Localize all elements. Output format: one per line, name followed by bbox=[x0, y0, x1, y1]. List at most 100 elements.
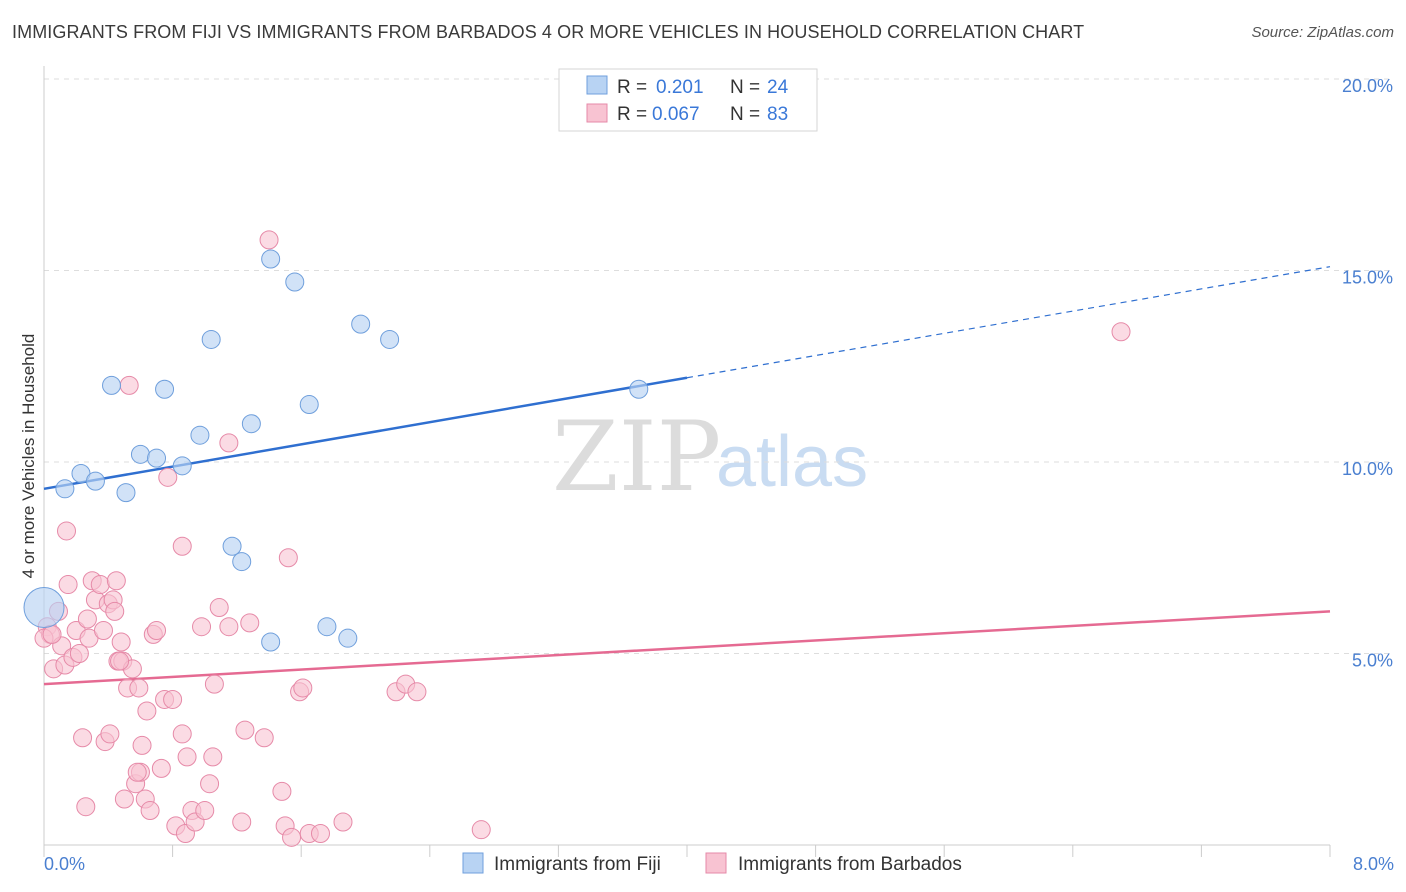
point-fiji bbox=[380, 329, 400, 349]
point-barbados bbox=[93, 621, 113, 641]
chart-source: Source: ZipAtlas.com bbox=[1251, 24, 1394, 41]
point-fiji bbox=[172, 456, 192, 476]
trend-lines bbox=[43, 266, 1331, 686]
chart-title: IMMIGRANTS FROM FIJI VS IMMIGRANTS FROM … bbox=[12, 22, 1085, 42]
watermark-zip: ZIP bbox=[552, 401, 721, 513]
trend-line-barbados bbox=[43, 610, 1331, 686]
legend-n-value-barbados: 83 bbox=[767, 104, 788, 125]
legend-r-label-barbados: R = bbox=[617, 104, 647, 125]
x-tick-min: 0.0% bbox=[44, 854, 85, 874]
point-barbados bbox=[219, 617, 239, 637]
point-fiji bbox=[116, 483, 136, 503]
point-fiji bbox=[222, 536, 242, 556]
point-barbados bbox=[140, 801, 160, 821]
point-barbados bbox=[105, 601, 125, 621]
point-barbados bbox=[407, 682, 427, 702]
point-barbados bbox=[282, 827, 302, 847]
point-barbados bbox=[172, 724, 192, 744]
point-barbados bbox=[129, 678, 149, 698]
legend-r-value-barbados: 0.067 bbox=[652, 104, 700, 125]
point-fiji bbox=[232, 552, 252, 572]
point-fiji bbox=[85, 471, 105, 491]
point-fiji bbox=[147, 448, 167, 468]
point-barbados bbox=[219, 433, 239, 453]
point-fiji bbox=[155, 379, 175, 399]
point-fiji bbox=[55, 479, 75, 499]
point-fiji bbox=[130, 444, 150, 464]
point-barbados bbox=[232, 812, 252, 832]
point-barbados bbox=[471, 820, 491, 840]
point-barbados bbox=[110, 651, 130, 671]
y-tick-labels: 5.0% 10.0% 15.0% 20.0% bbox=[1342, 76, 1393, 671]
point-barbados bbox=[73, 728, 93, 748]
point-barbados bbox=[195, 801, 215, 821]
point-fiji bbox=[23, 587, 65, 629]
bottom-legend-swatch-fiji bbox=[462, 852, 484, 874]
point-fiji bbox=[299, 395, 319, 415]
x-tick-max: 8.0% bbox=[1353, 854, 1394, 874]
point-barbados bbox=[272, 781, 292, 801]
bottom-legend-label-barbados: Immigrants from Barbados bbox=[738, 854, 962, 875]
point-barbados bbox=[209, 598, 229, 618]
point-barbados bbox=[42, 624, 62, 644]
legend-swatch-fiji bbox=[586, 75, 608, 95]
point-barbados bbox=[293, 678, 313, 698]
point-barbados bbox=[69, 644, 89, 663]
y-tick-label: 15.0% bbox=[1342, 268, 1393, 288]
legend-r-value-fiji: 0.201 bbox=[656, 77, 704, 98]
point-barbados bbox=[100, 724, 120, 744]
point-barbados bbox=[119, 375, 139, 395]
data-points bbox=[23, 230, 1131, 847]
point-barbados bbox=[137, 701, 157, 721]
legend-n-label-fiji: N = bbox=[730, 77, 760, 98]
axes bbox=[43, 66, 1331, 857]
point-barbados bbox=[333, 812, 353, 832]
point-barbados bbox=[254, 728, 274, 748]
legend-swatch-barbados bbox=[586, 103, 608, 123]
point-barbados bbox=[204, 674, 224, 694]
point-barbados bbox=[278, 548, 298, 568]
point-barbados bbox=[57, 521, 77, 541]
point-fiji bbox=[317, 617, 337, 637]
point-barbados bbox=[58, 575, 78, 595]
point-barbados bbox=[76, 797, 96, 817]
point-barbados bbox=[151, 758, 171, 778]
bottom-legend-swatch-barbados bbox=[705, 852, 727, 874]
point-barbados bbox=[132, 735, 152, 755]
y-tick-label: 5.0% bbox=[1352, 651, 1393, 671]
y-tick-label: 20.0% bbox=[1342, 76, 1393, 96]
point-fiji bbox=[190, 425, 210, 445]
point-barbados bbox=[200, 774, 220, 794]
point-fiji bbox=[261, 249, 281, 269]
point-barbados bbox=[203, 747, 223, 767]
trend-line-fiji bbox=[43, 376, 688, 491]
point-fiji bbox=[102, 375, 122, 395]
point-barbados bbox=[163, 689, 183, 709]
y-axis-label: 4 or more Vehicles in Household bbox=[19, 334, 38, 579]
point-barbados bbox=[235, 720, 255, 740]
point-barbados bbox=[127, 762, 147, 782]
trend-line-fiji-extension bbox=[686, 266, 1331, 379]
point-barbados bbox=[90, 575, 110, 595]
y-tick-label: 10.0% bbox=[1342, 459, 1393, 479]
watermark-atlas: atlas bbox=[716, 422, 868, 502]
legend-n-label-barbados: N = bbox=[730, 104, 760, 125]
point-fiji bbox=[241, 414, 261, 434]
point-barbados bbox=[177, 747, 197, 767]
point-barbados bbox=[77, 609, 97, 629]
point-barbados bbox=[106, 571, 126, 591]
point-barbados bbox=[172, 536, 192, 556]
point-fiji bbox=[285, 272, 305, 292]
bottom-legend-label-fiji: Immigrants from Fiji bbox=[494, 854, 661, 875]
legend: R = 0.201 N = 24 R = 0.067 N = 83 bbox=[558, 68, 818, 132]
bottom-legend: Immigrants from Fiji Immigrants from Bar… bbox=[462, 852, 962, 875]
point-barbados bbox=[192, 617, 212, 637]
point-fiji bbox=[629, 379, 649, 399]
point-barbados bbox=[259, 230, 279, 250]
point-fiji bbox=[201, 329, 221, 349]
point-fiji bbox=[261, 632, 281, 652]
point-barbados bbox=[114, 789, 134, 809]
point-fiji bbox=[351, 314, 371, 334]
point-barbados bbox=[240, 613, 260, 633]
